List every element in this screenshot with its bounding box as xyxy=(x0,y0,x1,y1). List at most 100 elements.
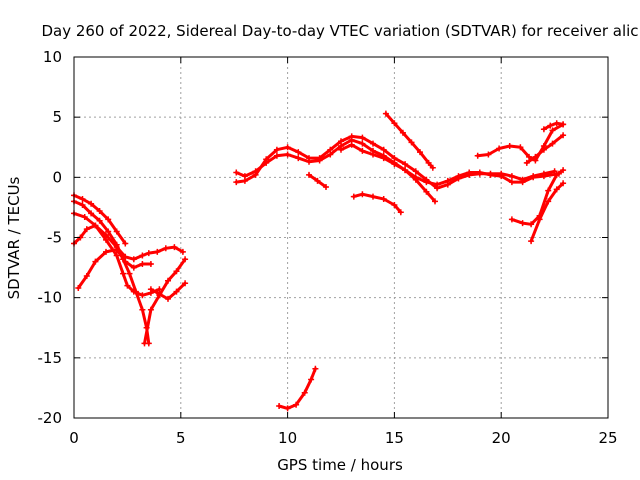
data-point xyxy=(553,186,560,193)
data-point xyxy=(162,245,169,252)
data-point xyxy=(359,134,366,141)
data-point xyxy=(83,273,90,279)
series-arc-4 xyxy=(75,246,154,291)
series-arc-12 xyxy=(382,110,436,171)
data-point xyxy=(508,179,515,186)
data-point xyxy=(528,238,535,245)
series-arc-1 xyxy=(71,198,152,347)
data-point xyxy=(506,143,513,149)
data-point xyxy=(241,177,248,184)
series-line xyxy=(72,224,185,261)
data-point xyxy=(113,252,120,259)
data-point xyxy=(312,365,319,372)
data-point xyxy=(474,152,481,159)
data-point xyxy=(338,138,344,145)
data-point xyxy=(553,171,560,178)
data-point xyxy=(81,214,88,220)
data-point xyxy=(370,193,376,200)
data-point xyxy=(348,141,355,148)
data-point xyxy=(173,268,180,275)
data-point xyxy=(485,151,492,158)
data-point xyxy=(295,155,302,162)
data-point xyxy=(487,171,494,178)
data-point xyxy=(359,147,366,154)
data-point xyxy=(306,171,312,178)
data-point xyxy=(139,261,146,267)
y-tick-label: 10 xyxy=(43,48,62,66)
data-point xyxy=(540,173,547,180)
data-point xyxy=(359,191,366,198)
data-point xyxy=(380,146,387,153)
data-point xyxy=(120,270,127,277)
chart-title: Day 260 of 2022, Sidereal Day-to-day VTE… xyxy=(41,22,638,40)
data-point xyxy=(380,155,387,162)
data-point xyxy=(252,171,259,178)
y-tick-label: 0 xyxy=(52,168,62,186)
data-point xyxy=(391,161,398,168)
data-point xyxy=(425,159,432,166)
data-point xyxy=(156,291,163,298)
data-point xyxy=(540,126,547,133)
series-line xyxy=(384,112,435,170)
y-tick-label: -15 xyxy=(38,349,63,367)
data-point xyxy=(536,216,543,223)
data-point xyxy=(476,169,483,176)
data-point xyxy=(540,146,547,153)
data-point xyxy=(498,173,505,180)
data-point xyxy=(327,146,334,153)
data-point xyxy=(391,202,398,208)
data-point xyxy=(130,264,137,271)
data-point xyxy=(130,288,137,295)
data-point xyxy=(79,202,86,208)
series-line xyxy=(277,367,317,410)
data-point xyxy=(560,167,567,174)
data-point xyxy=(147,306,154,313)
y-tick-label: -10 xyxy=(38,289,63,307)
data-point xyxy=(124,282,131,289)
data-point xyxy=(293,401,300,408)
data-point xyxy=(179,248,186,255)
data-point xyxy=(508,216,515,223)
x-tick-label: 10 xyxy=(278,429,297,447)
series-arc-16 xyxy=(508,167,567,228)
data-point xyxy=(96,208,103,214)
series-arc-13 xyxy=(350,191,404,216)
data-point xyxy=(273,152,280,159)
data-point xyxy=(382,110,389,117)
data-point xyxy=(380,196,387,202)
series-arc-3 xyxy=(71,222,186,263)
data-point xyxy=(528,221,535,228)
data-point xyxy=(526,153,532,160)
data-point xyxy=(391,120,398,127)
data-point xyxy=(359,140,366,147)
data-point xyxy=(147,261,154,267)
data-point xyxy=(455,173,462,180)
data-point xyxy=(126,270,133,277)
series-arc-6 xyxy=(147,280,189,302)
y-tick-label: -5 xyxy=(47,229,62,247)
data-point xyxy=(370,140,376,147)
data-point xyxy=(547,122,554,129)
data-point xyxy=(233,169,240,176)
data-point xyxy=(122,240,129,247)
data-point xyxy=(182,280,189,287)
data-point xyxy=(139,252,146,259)
data-point xyxy=(444,177,451,184)
data-point xyxy=(434,181,441,188)
data-point xyxy=(284,405,291,412)
series-arc-11 xyxy=(306,171,329,190)
data-point xyxy=(182,256,189,263)
y-axis-title: SDTVAR / TECUs xyxy=(5,176,23,299)
data-point xyxy=(284,151,291,158)
data-point xyxy=(103,232,109,239)
data-point xyxy=(284,144,291,151)
x-axis-title: GPS time / hours xyxy=(277,456,403,474)
data-point xyxy=(549,140,556,147)
data-point xyxy=(154,248,161,255)
data-point xyxy=(545,198,552,205)
data-point xyxy=(423,188,430,195)
data-point xyxy=(141,340,148,347)
grid xyxy=(74,57,608,418)
data-point xyxy=(316,155,323,162)
x-tick-label: 20 xyxy=(492,429,511,447)
